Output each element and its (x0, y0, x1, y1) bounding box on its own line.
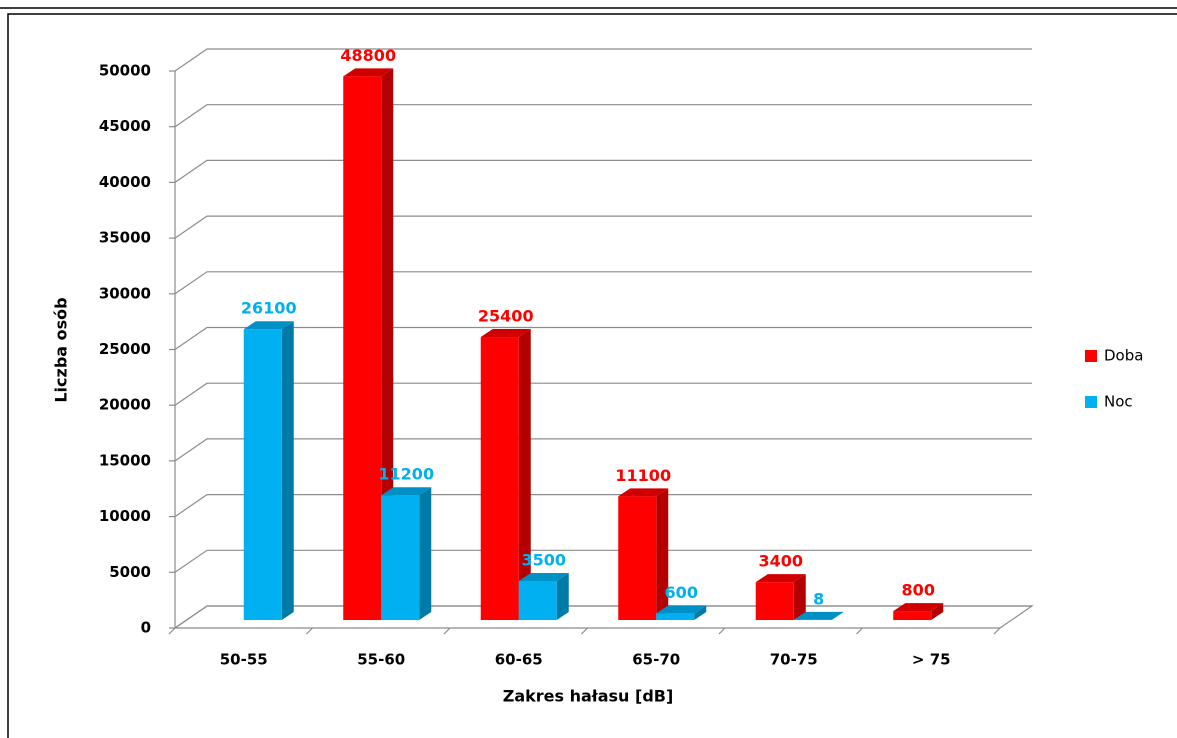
bar (243, 321, 294, 620)
bar (480, 329, 531, 620)
frame (7, 13, 1177, 738)
bar-front (243, 329, 282, 620)
x-tick (168, 627, 176, 635)
x-tick (581, 627, 588, 635)
y-tick-label: 20000 (99, 396, 151, 414)
bar-top (893, 603, 944, 612)
data-label: 800 (902, 581, 935, 600)
y-tick-label: 10000 (99, 507, 151, 525)
data-label: 11100 (615, 466, 671, 485)
bar-front (618, 496, 657, 620)
data-label: 11200 (378, 465, 434, 484)
bar-top (343, 68, 394, 77)
legend-label: Noc (1104, 393, 1133, 411)
x-tick (443, 627, 451, 635)
x-tick-label: 60-65 (495, 651, 543, 669)
bar-side (281, 321, 294, 620)
bar-side (694, 605, 707, 620)
x-tick (993, 627, 1001, 635)
bar (343, 68, 394, 621)
y-tick-label: 0 (141, 619, 151, 637)
y-tick-label: 5000 (109, 563, 151, 581)
y-tick-label: 50000 (99, 62, 151, 80)
grid-line (174, 48, 1032, 72)
x-tick-label: 65-70 (632, 651, 680, 669)
bar-side (518, 329, 531, 620)
grid-line (174, 438, 1032, 462)
bar-side (793, 574, 806, 620)
data-label: 48800 (340, 46, 396, 65)
legend-label: Doba (1104, 347, 1143, 365)
bar-side (556, 573, 569, 620)
bar-front (893, 611, 932, 620)
bar-side (381, 68, 394, 621)
bar-front (381, 495, 420, 620)
bar-front (480, 337, 519, 620)
data-label: 3500 (521, 551, 566, 570)
data-label: 600 (665, 583, 698, 602)
legend-swatch (1085, 396, 1097, 408)
bar-front (656, 613, 695, 620)
bar-top (480, 329, 531, 338)
data-label: 3400 (758, 552, 803, 571)
bar-top (793, 611, 844, 620)
x-tick (306, 627, 313, 635)
y-tick-label: 35000 (99, 229, 151, 247)
y-tick-label: 25000 (99, 340, 151, 358)
bar (893, 603, 944, 620)
bar (618, 488, 669, 620)
bar (656, 605, 707, 620)
y-tick-label: 30000 (99, 284, 151, 302)
x-tick (856, 627, 863, 635)
data-label: 26100 (241, 299, 297, 318)
bar-top (656, 605, 707, 614)
grid-line (174, 382, 1032, 406)
x-tick-label: > 75 (912, 651, 951, 669)
bar-top (381, 487, 432, 496)
bar (755, 574, 806, 620)
bar-front (755, 582, 794, 620)
grid-line (174, 494, 1032, 518)
y-axis-title: Liczba osób (52, 297, 71, 402)
grid-line (174, 549, 1032, 573)
bar (518, 573, 569, 620)
x-tick-label: 50-55 (220, 651, 268, 669)
bar-side (931, 603, 944, 620)
bar-top (755, 574, 806, 583)
bar-top (618, 488, 669, 497)
grid-line (174, 326, 1032, 350)
bar (381, 487, 432, 620)
bar-side (831, 611, 844, 620)
x-tick-label: 55-60 (357, 651, 405, 669)
bar (793, 611, 844, 620)
bar-front (343, 76, 382, 621)
bar-side (419, 487, 432, 620)
x-tick (718, 627, 726, 635)
y-tick-label: 45000 (99, 117, 151, 135)
bar-side (656, 488, 669, 620)
grid-line (174, 271, 1032, 295)
data-label: 8 (813, 589, 824, 608)
grid-line (174, 215, 1032, 239)
legend-swatch (1085, 350, 1097, 362)
bar-top (243, 321, 294, 330)
x-tick-label: 70-75 (770, 651, 818, 669)
y-tick-label: 40000 (99, 173, 151, 191)
y-tick-label: 15000 (99, 451, 151, 469)
bar-front (518, 581, 557, 620)
bar-top (518, 573, 569, 582)
x-axis-title: Zakres hałasu [dB] (503, 687, 674, 706)
grid-line (174, 104, 1032, 128)
data-label: 25400 (478, 307, 534, 326)
grid-line (174, 159, 1032, 183)
